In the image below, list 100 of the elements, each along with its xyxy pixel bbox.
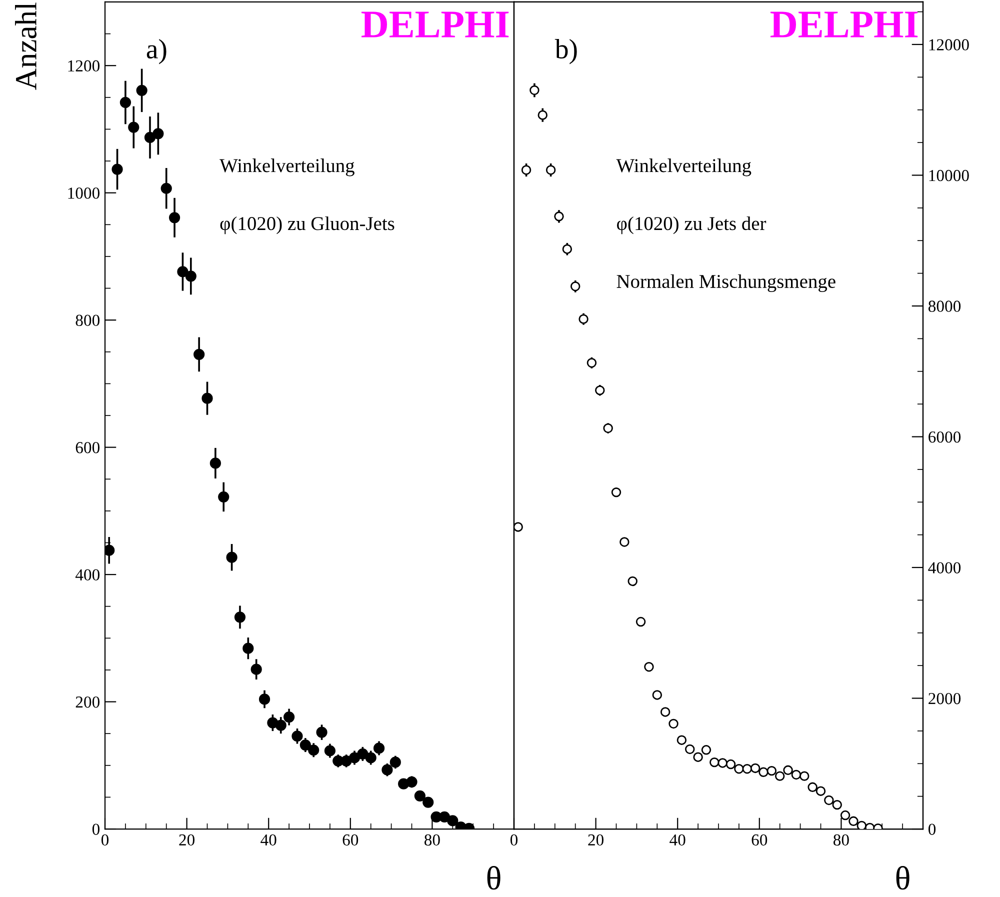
x-tick-label: 80 [834,834,849,846]
point [668,718,678,729]
point [308,744,320,756]
annotation: b) [554,39,577,64]
x-axis-title: θ [487,866,500,890]
y-tick-label: 800 [76,314,100,326]
point [422,796,434,808]
point [791,770,802,780]
point [324,745,336,756]
point [840,810,850,820]
point [112,164,123,175]
annotation: DELPHI [361,12,509,38]
point [570,282,580,292]
x-tick-label: 0 [510,834,518,846]
point [105,544,115,556]
y-tick-label: 0 [92,824,100,835]
y-tick-label: 600 [76,442,100,454]
point [258,694,270,705]
point [406,776,418,788]
point [382,764,393,776]
annotation: Winkelverteilung [616,158,752,176]
point [766,766,777,776]
point [348,752,360,764]
point [554,212,564,222]
point [447,815,458,826]
y2-tick-label: 8000 [928,300,961,312]
point [578,314,588,324]
y2-tick-label: 10000 [929,170,969,182]
point [226,552,238,563]
point [340,755,352,766]
point [438,811,450,822]
point [202,392,213,404]
annotation: φ(1020) zu Jets der [617,216,766,234]
point [701,745,712,755]
point [676,735,687,745]
point [185,270,196,282]
point [136,84,148,96]
point [160,182,172,194]
point [530,85,540,96]
x-tick-label: 20 [179,834,194,846]
point [218,491,230,502]
point [611,487,622,498]
point [644,662,654,672]
point [194,348,205,360]
point [685,744,695,754]
point [758,767,768,777]
point [316,726,328,738]
x-tick-label: 0 [101,834,109,846]
point [603,423,613,434]
point [742,764,752,774]
point [177,266,188,278]
point [234,612,246,623]
point [275,720,286,731]
point [390,756,401,768]
x-tick-label: 60 [752,834,768,846]
point [242,642,254,654]
x-tick-label: 40 [260,834,276,846]
point [152,128,164,140]
y-tick-label: 1200 [68,60,100,72]
point [628,576,638,586]
point [808,782,818,792]
point [414,790,426,802]
annotation: Winkelverteilung [220,158,354,176]
point [774,771,785,781]
point [726,759,736,770]
y-axis-title: Anzahl [15,2,37,90]
point [128,122,140,133]
point [300,739,311,751]
point [250,664,262,675]
point [120,96,132,108]
y2-tick-label: 2000 [928,692,961,704]
annotation: Normalen Mischungsmenge [616,274,836,292]
x-tick-label: 60 [342,834,358,846]
point [521,165,532,175]
point [546,165,556,175]
point [734,764,744,774]
x-tick-label: 20 [588,834,604,846]
y-tick-label: 400 [75,569,100,580]
x-tick-label: 80 [424,834,440,846]
point [856,820,867,830]
point [824,795,834,806]
x-tick-label: 40 [670,834,686,846]
point [636,616,646,627]
point [783,765,793,776]
y2-tick-label: 4000 [928,562,961,574]
point [718,758,728,768]
y-tick-label: 200 [76,696,100,708]
annotation: DELPHI [770,12,918,38]
point [652,690,662,700]
point [816,786,826,796]
point [586,358,597,368]
point [144,132,156,144]
point [848,816,858,826]
y2-tick-label: 6000 [928,431,961,443]
annotation: φ(1020) zu Gluon-Jets [220,216,394,234]
point [210,458,221,469]
y2-tick-label: 0 [928,824,936,835]
point [365,752,376,764]
point [538,110,548,120]
x-axis-title: θ [896,866,910,890]
